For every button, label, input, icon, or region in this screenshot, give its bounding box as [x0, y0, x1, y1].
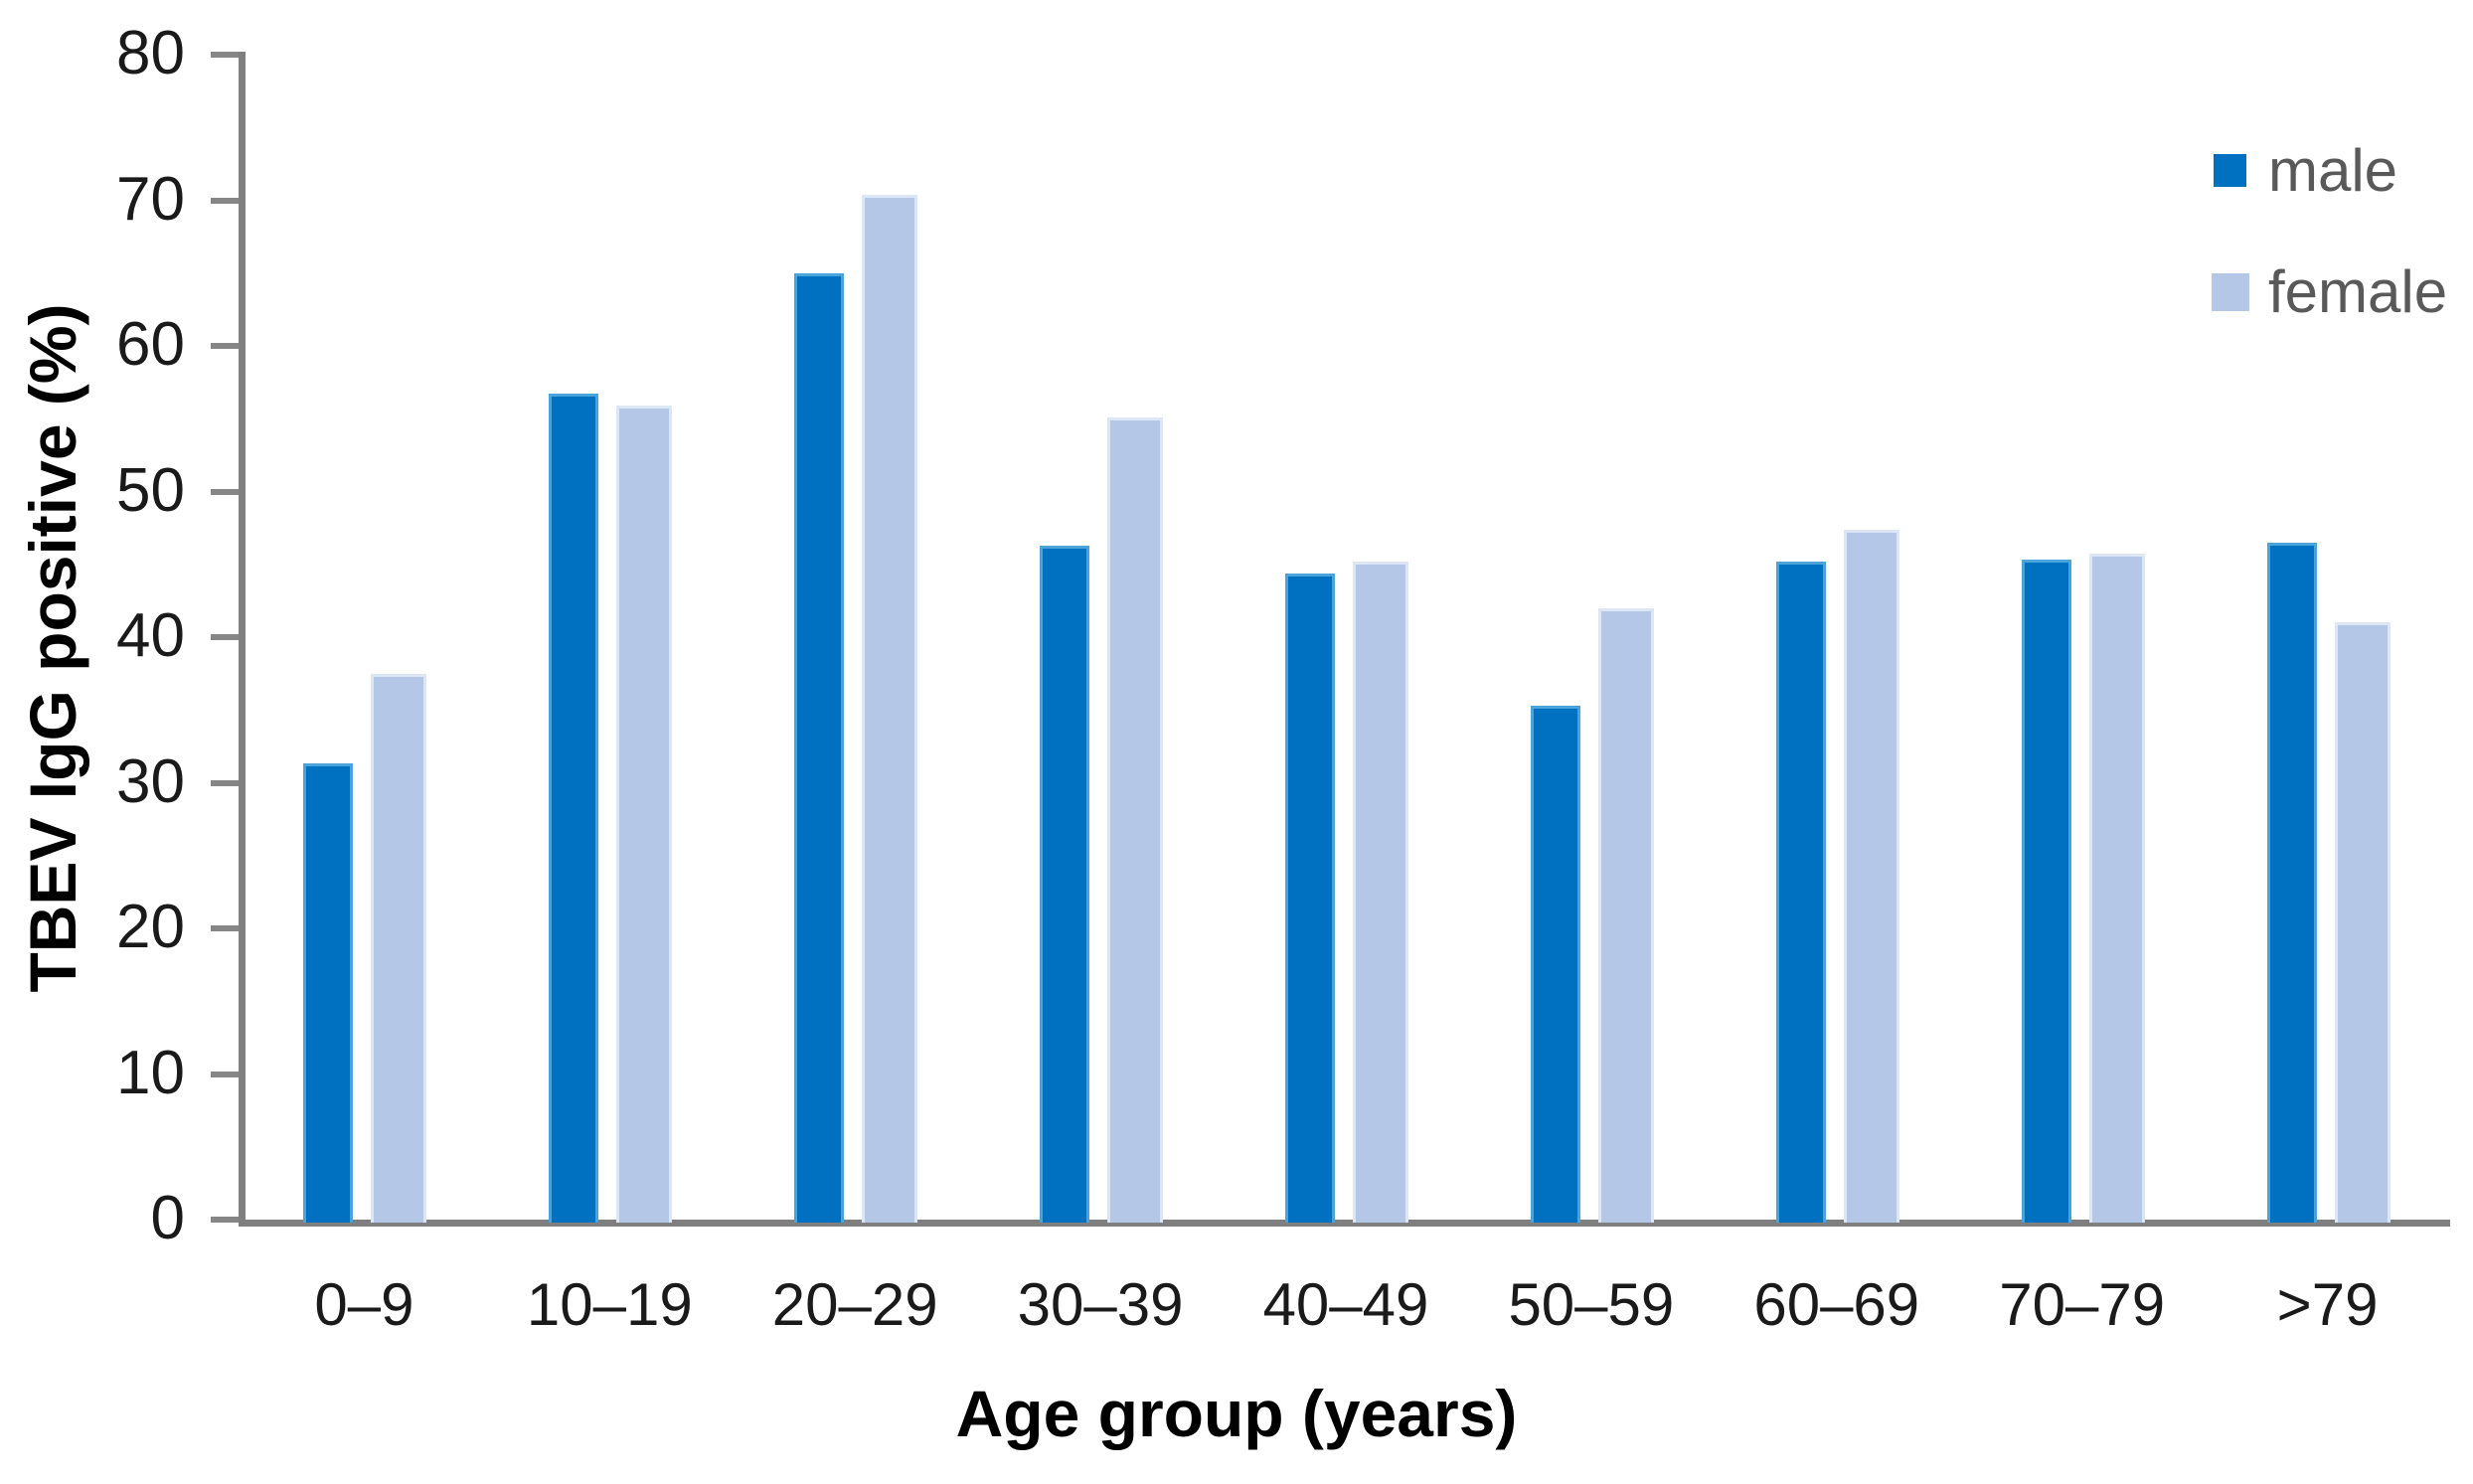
- bar-female->79: [2334, 622, 2391, 1223]
- bar-male-60–69: [1775, 561, 1826, 1223]
- y-tick-mark-30: [211, 779, 239, 786]
- bar-male-30–39: [1040, 545, 1090, 1223]
- bar-female-0–9: [371, 673, 427, 1223]
- bar-female-70–79: [2088, 554, 2145, 1223]
- bar-male-40–49: [1285, 573, 1335, 1223]
- legend-label-female: female: [2268, 258, 2448, 325]
- x-tick-label-10–19: 10–19: [526, 1271, 693, 1338]
- x-tick-label-60–69: 60–69: [1753, 1271, 1920, 1338]
- y-tick-label-70: 70: [116, 164, 185, 234]
- y-tick-mark-0: [211, 1217, 239, 1223]
- y-tick-mark-50: [211, 488, 239, 495]
- y-tick-label-10: 10: [116, 1038, 185, 1107]
- x-tick-label-50–59: 50–59: [1508, 1271, 1675, 1338]
- y-tick-label-30: 30: [116, 746, 185, 816]
- y-tick-label-40: 40: [116, 600, 185, 670]
- bar-female-10–19: [616, 406, 673, 1223]
- legend-swatch-male: [2214, 154, 2246, 187]
- x-tick-label-0–9: 0–9: [314, 1271, 414, 1338]
- bar-male-20–29: [794, 272, 845, 1223]
- bar-female-50–59: [1597, 607, 1654, 1223]
- bar-female-30–39: [1107, 416, 1164, 1223]
- y-tick-mark-70: [211, 197, 239, 204]
- bar-male-70–79: [2021, 560, 2071, 1223]
- y-tick-label-50: 50: [116, 455, 185, 525]
- y-tick-mark-60: [211, 343, 239, 349]
- legend-swatch-female: [2212, 273, 2249, 311]
- y-tick-mark-40: [211, 634, 239, 640]
- bar-male->79: [2266, 542, 2317, 1223]
- x-tick-label-70–79: 70–79: [1999, 1271, 2166, 1338]
- y-tick-mark-20: [211, 925, 239, 931]
- y-tick-label-60: 60: [116, 309, 185, 379]
- bar-male-10–19: [549, 394, 599, 1223]
- y-tick-label-0: 0: [150, 1183, 185, 1252]
- legend-label-male: male: [2268, 137, 2398, 204]
- bar-female-40–49: [1353, 561, 1408, 1223]
- y-tick-mark-10: [211, 1071, 239, 1077]
- bar-male-0–9: [303, 763, 354, 1223]
- x-tick-label-20–29: 20–29: [771, 1271, 938, 1338]
- bar-female-20–29: [862, 194, 918, 1223]
- bar-female-60–69: [1843, 529, 1899, 1223]
- x-tick-label-40–49: 40–49: [1262, 1271, 1429, 1338]
- x-axis-title: Age group (years): [955, 1377, 1518, 1450]
- x-tick-label->79: >79: [2276, 1271, 2379, 1338]
- y-tick-mark-80: [211, 52, 239, 58]
- x-axis-line: [239, 1220, 2450, 1227]
- x-tick-label-30–39: 30–39: [1017, 1271, 1184, 1338]
- bar-male-50–59: [1530, 705, 1580, 1223]
- y-tick-label-80: 80: [116, 18, 185, 87]
- y-axis-line: [239, 52, 246, 1227]
- y-tick-label-20: 20: [116, 892, 185, 961]
